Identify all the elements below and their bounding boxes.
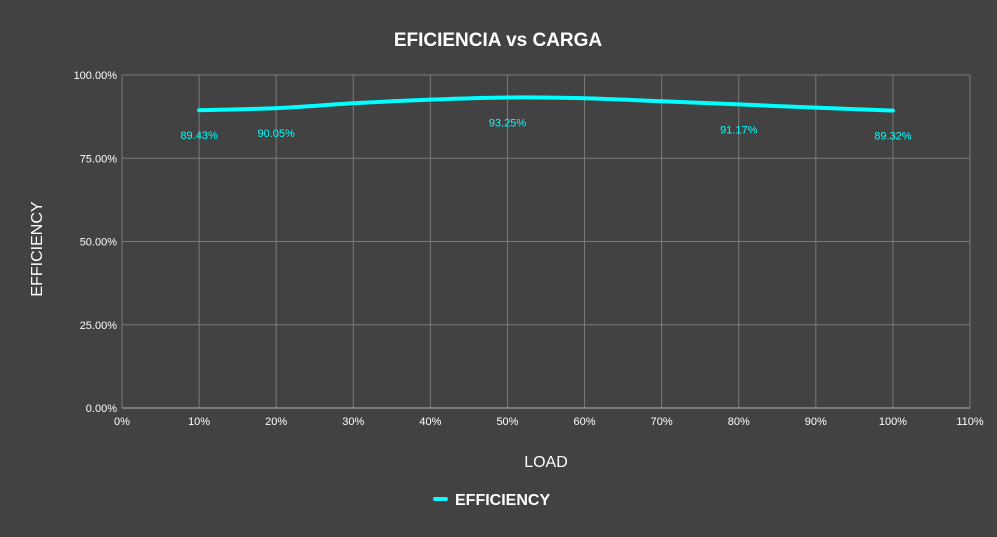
y-tick-label: 25.00% — [80, 320, 118, 332]
data-labels: 89.43% 90.05% 93.25% 91.17% 89.32% — [180, 117, 911, 142]
data-label: 90.05% — [258, 128, 296, 140]
x-tick-label: 80% — [728, 416, 750, 428]
x-tick-label: 40% — [419, 416, 441, 428]
x-tick-label: 20% — [265, 416, 287, 428]
data-label: 93.25% — [489, 117, 527, 129]
efficiency-series-line — [197, 95, 895, 113]
y-tick-label: 50.00% — [80, 237, 118, 249]
y-tick-label: 75.00% — [80, 153, 118, 165]
axes: 0.00% 25.00% 50.00% 75.00% 100.00% 0% 10% 20% 30… — [74, 70, 984, 428]
y-tick-label: 0.00% — [86, 403, 117, 415]
x-tick-label: 70% — [651, 416, 673, 428]
data-label: 89.43% — [180, 130, 218, 142]
x-tick-label: 50% — [496, 416, 518, 428]
legend: EFFICIENCY — [433, 492, 550, 509]
x-tick-label: 100% — [879, 416, 907, 428]
x-tick-label: 110% — [956, 416, 984, 428]
data-label: 89.32% — [874, 131, 912, 143]
x-tick-label: 30% — [342, 416, 364, 428]
x-tick-label: 0% — [114, 416, 130, 428]
legend-label: EFFICIENCY — [455, 492, 550, 509]
grid — [121, 74, 971, 409]
chart-title: EFICIENCIA vs CARGA — [394, 30, 603, 51]
x-axis-title: LOAD — [524, 454, 568, 471]
x-tick-label: 90% — [805, 416, 827, 428]
x-tick-label: 10% — [188, 416, 210, 428]
data-label: 91.17% — [720, 124, 758, 136]
y-tick-label: 100.00% — [74, 70, 118, 82]
series-layer — [197, 95, 895, 113]
x-tick-label: 60% — [574, 416, 596, 428]
y-axis-title: EFFICIENCY — [29, 201, 46, 296]
